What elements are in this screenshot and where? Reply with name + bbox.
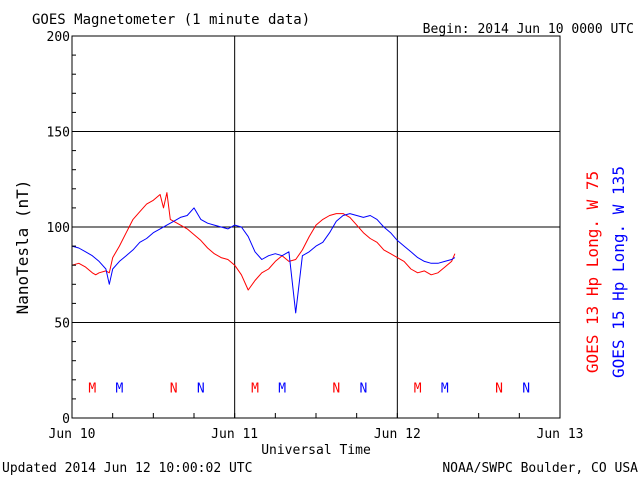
x-axis-label: Universal Time	[261, 443, 371, 458]
updated-timestamp: Updated 2014 Jun 12 10:00:02 UTC	[2, 461, 252, 476]
marker-m-goes15: M	[441, 381, 449, 396]
legend-goes15: GOES 15 Hp Long. W 135	[609, 166, 628, 378]
marker-m-goes15: M	[116, 381, 124, 396]
y-tick-label: 0	[62, 412, 70, 427]
y-tick-label: 50	[54, 317, 70, 332]
y-tick-label: 150	[47, 126, 70, 141]
marker-m-goes13: M	[88, 381, 96, 396]
marker-n-goes13: N	[332, 381, 340, 396]
marker-m-goes15: M	[278, 381, 286, 396]
x-tick-label: Jun 11	[211, 427, 258, 442]
begin-time: Begin: 2014 Jun 10 0000 UTC	[423, 22, 634, 37]
marker-n-goes15: N	[522, 381, 530, 396]
marker-m-goes13: M	[414, 381, 422, 396]
series-group	[71, 192, 456, 314]
chart-title: GOES Magnetometer (1 minute data)	[32, 12, 310, 28]
mn-markers: M N M N M NM N M N M N	[88, 381, 530, 396]
marker-n-goes15: N	[360, 381, 368, 396]
legend-goes13: GOES 13 Hp Long. W 75	[583, 171, 602, 373]
series-goes15-line	[71, 207, 456, 314]
marker-n-goes13: N	[170, 381, 178, 396]
series-goes13-line	[71, 192, 456, 291]
x-tick-label: Jun 13	[537, 427, 584, 442]
tick-marks: 0 50 100 150 200 Jun 10 Jun 11 Jun 12 Jun 13	[47, 30, 584, 442]
marker-n-goes15: N	[197, 381, 205, 396]
marker-n-goes13: N	[495, 381, 503, 396]
x-tick-label: Jun 10	[49, 427, 96, 442]
x-tick-label: Jun 12	[374, 427, 421, 442]
grid-lines	[72, 36, 560, 418]
y-axis-label: NanoTesla (nT)	[13, 180, 32, 315]
marker-m-goes13: M	[251, 381, 259, 396]
y-tick-label: 200	[47, 30, 70, 45]
y-tick-label: 100	[47, 221, 70, 236]
data-source: NOAA/SWPC Boulder, CO USA	[442, 461, 638, 476]
